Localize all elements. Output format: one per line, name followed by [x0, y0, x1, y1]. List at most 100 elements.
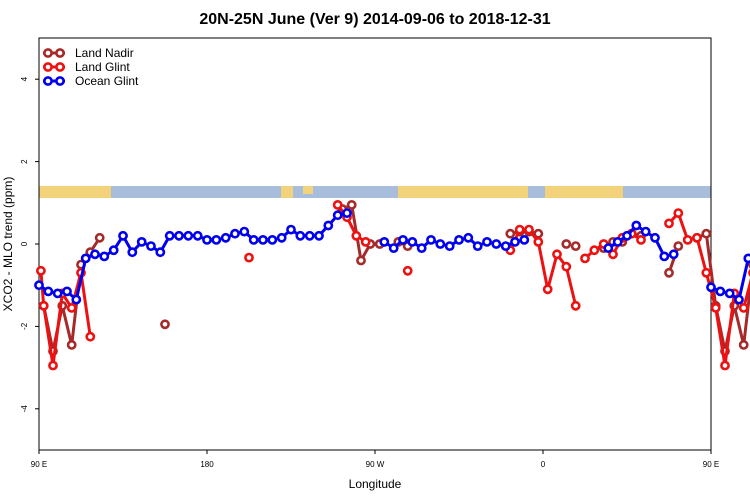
- land-glint-point: [36, 265, 46, 276]
- land-glint-point: [570, 300, 581, 311]
- y-axis-label: XCO2 - MLO trend (ppm): [1, 177, 15, 312]
- ocean-glint-point: [650, 232, 660, 243]
- ocean-glint-point: [734, 294, 744, 305]
- ocean-glint-point: [211, 234, 222, 245]
- ocean-glint-point: [724, 288, 735, 299]
- land-glint-point: [580, 253, 590, 264]
- ocean-glint-point: [332, 210, 343, 221]
- land-glint-point: [524, 224, 534, 235]
- land-glint-legend-marker: [43, 62, 53, 72]
- ocean-glint-point: [743, 253, 750, 264]
- land-nadir-point: [66, 339, 77, 350]
- land-glint-line: [336, 203, 367, 244]
- land-nadir-point: [94, 232, 105, 243]
- ocean-glint-point: [118, 230, 128, 241]
- ocean-glint-point: [435, 239, 446, 249]
- land-nadir-point: [160, 319, 170, 330]
- map-land-segment: [39, 186, 111, 198]
- ocean-glint-point: [136, 236, 147, 247]
- land-glint-point: [589, 245, 600, 256]
- ocean-glint-point: [174, 230, 184, 241]
- map-land-segment: [303, 186, 313, 194]
- land-glint-point: [673, 208, 684, 218]
- land-glint-point: [552, 249, 562, 260]
- ocean-glint-point: [416, 243, 427, 253]
- ocean-glint-point: [519, 234, 530, 245]
- chart-title: 20N-25N June (Ver 9) 2014-09-06 to 2018-…: [199, 11, 550, 28]
- land-glint-point: [561, 261, 572, 272]
- land-nadir-point: [673, 241, 684, 251]
- ocean-glint-point: [510, 236, 520, 247]
- map-ocean: [39, 186, 711, 198]
- y-axis: 4 2 0 -2 -4: [20, 76, 39, 412]
- land-glint-legend-label: Land Glint: [75, 60, 130, 74]
- land-glint-point: [542, 284, 553, 295]
- ocean-glint-point: [314, 230, 324, 241]
- land-glint-point: [360, 236, 371, 247]
- y-tick-label: 4: [20, 76, 29, 81]
- land-glint-point: [514, 224, 525, 235]
- land-glint-point: [608, 249, 618, 260]
- land-nadir-point: [561, 239, 572, 249]
- land-nadir-series: [38, 199, 750, 356]
- x-tick-label: 0: [541, 460, 546, 469]
- ocean-glint-point: [183, 230, 194, 241]
- series-layer: [34, 199, 750, 371]
- ocean-glint-legend-marker: [43, 76, 53, 86]
- land-nadir-legend-label: Land Nadir: [75, 46, 134, 60]
- ocean-glint-point: [631, 220, 642, 231]
- world-map-strip: [39, 186, 711, 198]
- ocean-glint-point: [99, 251, 110, 262]
- land-glint-legend-marker: [55, 62, 65, 72]
- ocean-glint-point: [248, 234, 259, 245]
- ocean-glint-point: [454, 234, 464, 245]
- ocean-glint-legend-marker: [55, 76, 65, 86]
- ocean-glint-point: [62, 286, 72, 297]
- land-nadir-legend-marker: [43, 48, 53, 58]
- ocean-glint-point: [258, 234, 268, 245]
- ocean-glint-point: [379, 236, 390, 247]
- ocean-glint-point: [612, 236, 623, 247]
- land-nadir-legend-marker: [55, 48, 65, 58]
- ocean-glint-point: [52, 288, 63, 299]
- land-nadir-point: [570, 241, 581, 251]
- map-land-segment: [545, 186, 623, 198]
- land-glint-point: [38, 300, 49, 311]
- ocean-glint-point: [146, 241, 156, 251]
- land-glint-point: [636, 234, 646, 245]
- land-nadir-point: [664, 267, 674, 278]
- y-tick-label: -4: [20, 405, 29, 413]
- land-glint-point: [332, 199, 343, 210]
- ocean-glint-point: [43, 286, 54, 297]
- ocean-glint-point: [659, 251, 670, 262]
- land-nadir-point: [505, 228, 516, 239]
- ocean-glint-point: [230, 228, 240, 239]
- x-tick-label: 90 E: [703, 460, 719, 469]
- land-glint-point: [692, 232, 702, 243]
- ocean-glint-point: [622, 230, 632, 241]
- ocean-glint-point: [71, 294, 82, 305]
- land-glint-point: [351, 230, 362, 241]
- ocean-glint-point: [388, 243, 399, 253]
- ocean-glint-point: [286, 224, 296, 235]
- ocean-glint-point: [500, 241, 511, 251]
- x-axis-label: Longitude: [349, 477, 402, 491]
- ocean-glint-point: [90, 249, 100, 260]
- ocean-glint-point: [276, 232, 287, 243]
- land-glint-point: [738, 302, 749, 313]
- ocean-glint-series: [34, 208, 750, 305]
- land-nadir-point: [356, 255, 366, 266]
- land-glint-point: [682, 234, 693, 245]
- land-glint-point: [533, 236, 544, 247]
- land-glint-point: [244, 252, 254, 263]
- ocean-glint-point: [407, 236, 418, 247]
- ocean-glint-point: [127, 247, 138, 258]
- land-nadir-point: [701, 228, 712, 239]
- ocean-glint-point: [491, 239, 502, 249]
- ocean-glint-point: [668, 249, 679, 260]
- ocean-glint-legend-label: Ocean Glint: [75, 74, 139, 88]
- y-tick-label: -2: [20, 322, 29, 330]
- ocean-glint-point: [34, 280, 44, 291]
